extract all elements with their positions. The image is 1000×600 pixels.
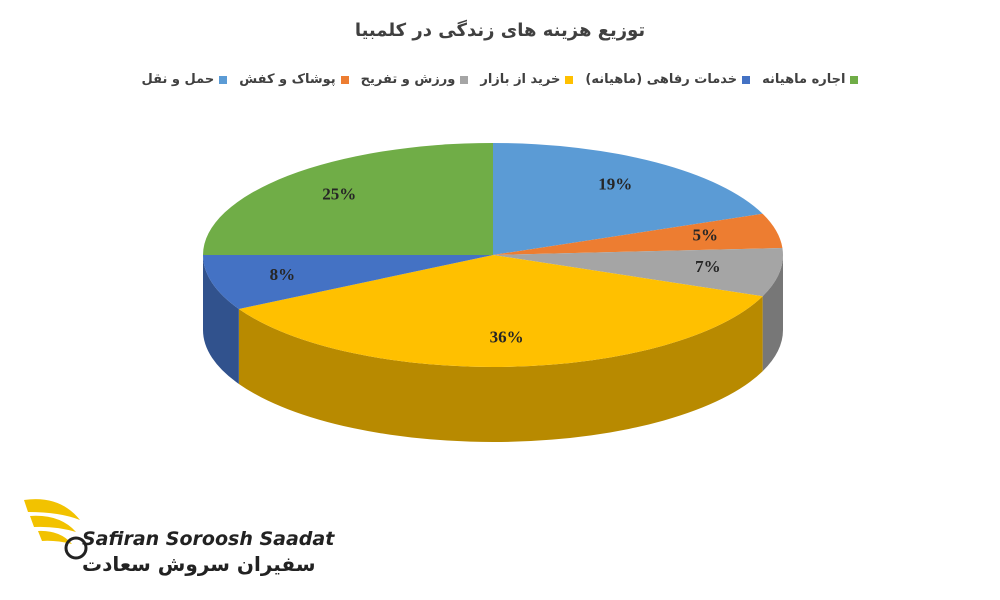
legend-label: خرید از بازار [480, 72, 561, 87]
data-label: 25% [322, 185, 356, 204]
logo-text: سفیران سروش سعادت [82, 552, 316, 576]
legend-label: حمل و نقل [141, 72, 215, 87]
data-label: 19% [598, 174, 632, 193]
legend-swatch [460, 75, 469, 84]
slice-side [238, 296, 763, 443]
logo-mark [24, 499, 88, 560]
data-label: 8% [270, 265, 296, 284]
legend-swatch [565, 75, 574, 84]
slice [493, 143, 763, 255]
slice-side [203, 255, 239, 384]
data-label: 36% [490, 328, 524, 347]
legend: حمل و نقل پوشاک و کفش ورزش و تفریح خرید از … [0, 72, 1000, 87]
legend-swatch [219, 75, 228, 84]
legend-item: خدمات رفاهی (ماهیانه) [585, 72, 751, 87]
legend-item: حمل و نقل [142, 72, 228, 87]
data-label: 5% [693, 226, 719, 245]
slice [203, 255, 493, 309]
slice [203, 143, 493, 255]
legend-label: پوشاک و کفش [239, 72, 336, 87]
legend-swatch [850, 75, 859, 84]
slice [493, 213, 783, 255]
legend-item: پوشاک و کفش [239, 72, 349, 87]
logo-text: Safiran Soroosh Saadat [82, 528, 335, 550]
slice [238, 255, 763, 368]
legend-label: خدمات رفاهی (ماهیانه) [585, 72, 738, 87]
legend-item: خرید از بازار [480, 72, 574, 87]
slice [493, 247, 783, 297]
legend-label: ورزش و تفریح [360, 72, 456, 87]
chart-title: توزیع هزینه های زندگی در کلمبیا [354, 20, 646, 41]
legend-item: اجاره ماهیانه [762, 72, 859, 87]
data-label: 7% [695, 257, 721, 276]
slice-side [762, 255, 783, 372]
legend-label: اجاره ماهیانه [762, 72, 846, 87]
legend-swatch [742, 75, 751, 84]
legend-swatch [340, 75, 349, 84]
legend-item: ورزش و تفریح [361, 72, 469, 87]
